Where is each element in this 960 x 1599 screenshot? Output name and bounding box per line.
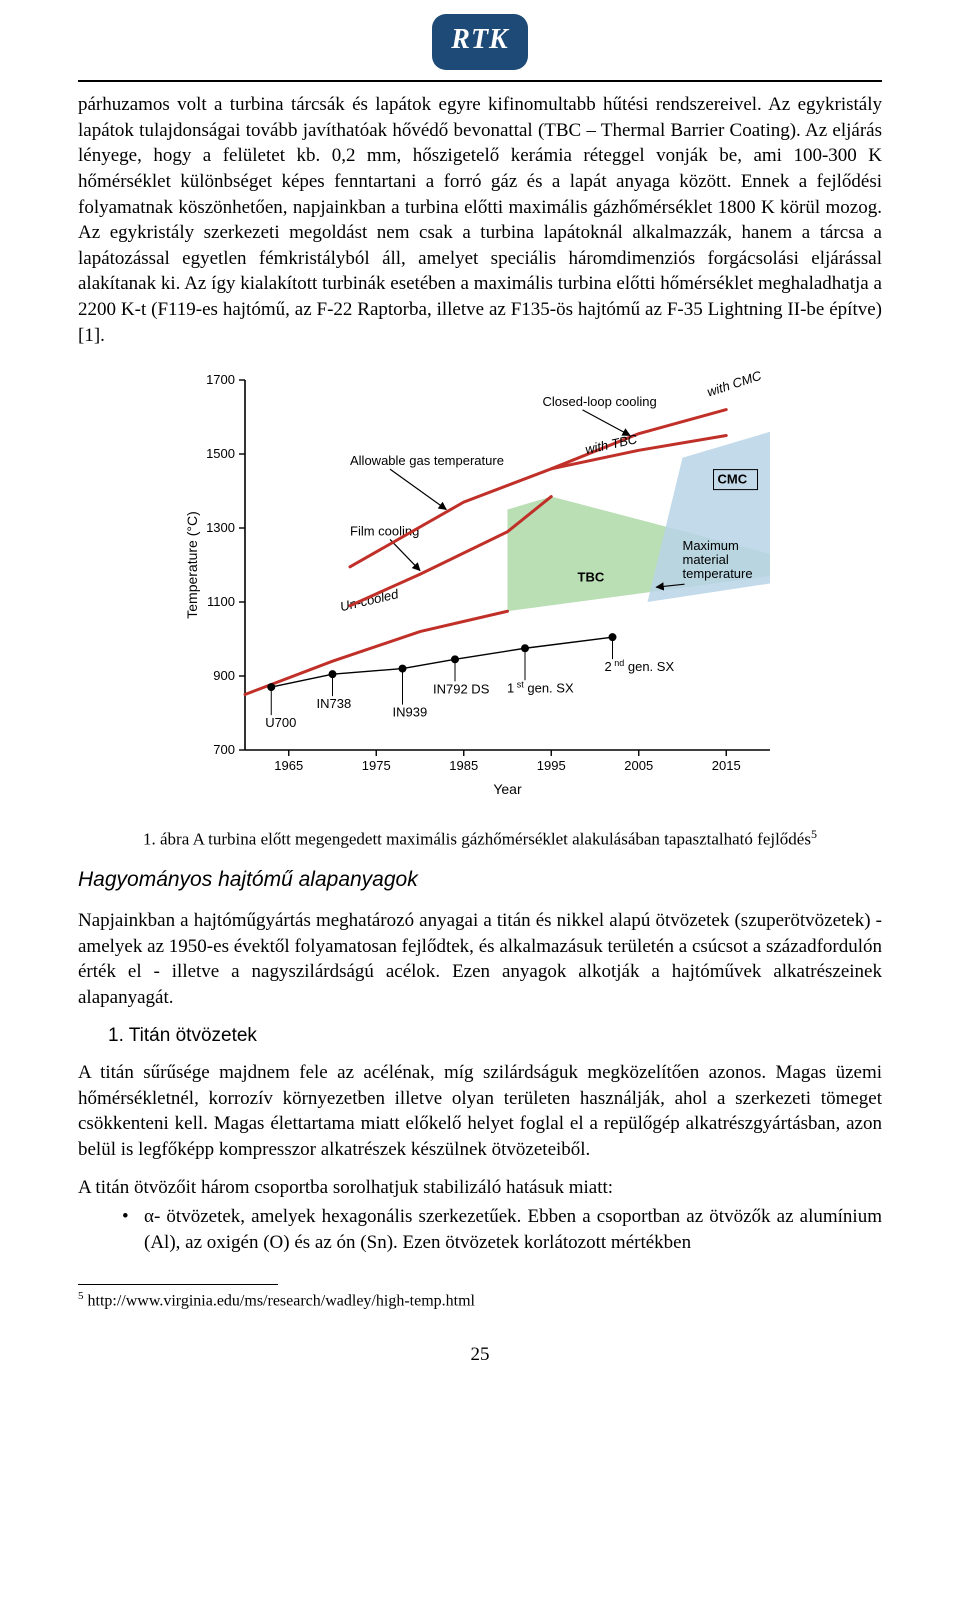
svg-text:Closed-loop cooling: Closed-loop cooling — [543, 394, 657, 409]
numbered-item-1: 1. Titán ötvözetek — [108, 1023, 882, 1049]
header-rule — [78, 80, 882, 82]
svg-text:CMC: CMC — [718, 472, 748, 487]
bullet-item-1: • α- ötvözetek, amelyek hexagonális szer… — [122, 1204, 882, 1255]
svg-text:900: 900 — [213, 668, 235, 683]
paragraph-1: párhuzamos volt a turbina tárcsák és lap… — [78, 92, 882, 348]
page-number: 25 — [78, 1342, 882, 1368]
svg-text:1995: 1995 — [537, 758, 566, 773]
svg-text:IN939: IN939 — [393, 705, 428, 720]
svg-text:2005: 2005 — [624, 758, 653, 773]
header-logo: RTK — [78, 0, 882, 70]
svg-text:Maximum: Maximum — [683, 539, 739, 554]
paragraph-3: A titán sűrűsége majdnem fele az acéléna… — [78, 1060, 882, 1163]
section-heading: Hagyományos hajtómű alapanyagok — [78, 866, 882, 894]
svg-text:material: material — [683, 553, 729, 568]
footnote-separator — [78, 1284, 278, 1285]
logo-text: RTK — [432, 26, 528, 54]
svg-text:Un-cooled: Un-cooled — [339, 586, 401, 614]
svg-text:1300: 1300 — [206, 520, 235, 535]
svg-text:temperature: temperature — [683, 567, 753, 582]
svg-text:IN738: IN738 — [317, 697, 352, 712]
svg-text:TBC: TBC — [578, 570, 605, 585]
svg-text:1100: 1100 — [207, 594, 235, 609]
svg-text:2 nd gen. SX: 2 nd gen. SX — [605, 659, 675, 675]
svg-text:with CMC: with CMC — [705, 368, 764, 400]
footnote: 5 http://www.virginia.edu/ms/research/wa… — [78, 1289, 882, 1312]
svg-text:2015: 2015 — [712, 758, 741, 773]
svg-text:Temperature (°C): Temperature (°C) — [184, 512, 200, 620]
svg-text:700: 700 — [213, 742, 235, 757]
svg-text:Year: Year — [493, 781, 522, 797]
figure-caption: 1. ábra A turbina előtt megengedett maxi… — [78, 826, 882, 852]
svg-text:1 st gen. SX: 1 st gen. SX — [507, 680, 574, 696]
svg-text:Film cooling: Film cooling — [350, 524, 419, 539]
svg-text:IN792 DS: IN792 DS — [433, 682, 490, 697]
svg-text:1975: 1975 — [362, 758, 391, 773]
paragraph-4: A titán ötvözőit három csoportba sorolha… — [78, 1175, 882, 1201]
svg-text:Allowable gas temperature: Allowable gas temperature — [350, 454, 504, 469]
svg-text:1965: 1965 — [274, 758, 303, 773]
svg-text:1500: 1500 — [206, 446, 235, 461]
paragraph-2: Napjainkban a hajtóműgyártás meghatározó… — [78, 908, 882, 1011]
svg-text:U700: U700 — [265, 716, 296, 731]
svg-text:1700: 1700 — [206, 372, 235, 387]
svg-text:1985: 1985 — [449, 758, 478, 773]
figure-chart: 700 900 1100 1300 1500 1700 1965 1975 1985 1995 20… — [175, 362, 785, 810]
